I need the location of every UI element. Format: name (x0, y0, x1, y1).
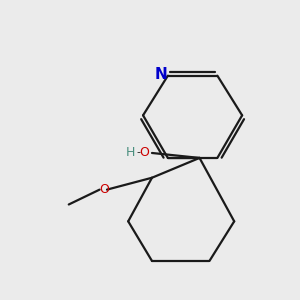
Text: O: O (99, 183, 109, 196)
Text: O: O (140, 146, 149, 159)
Text: -: - (136, 147, 140, 158)
Text: H: H (125, 146, 135, 159)
Text: N: N (155, 67, 168, 82)
